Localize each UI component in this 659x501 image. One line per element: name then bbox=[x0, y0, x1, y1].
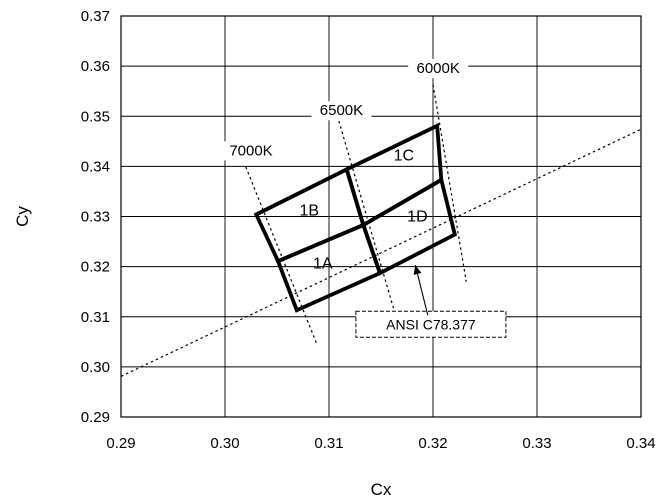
x-axis-title: Cx bbox=[371, 480, 392, 499]
bin-regions: 1A 1B 1C 1D bbox=[253, 122, 458, 313]
isotherm-label-background bbox=[408, 59, 469, 79]
isotherm-label: 7000K bbox=[229, 142, 272, 159]
bin-label: 1B bbox=[299, 202, 319, 219]
bin-label: 1C bbox=[394, 147, 414, 164]
isotherm-line-6000K bbox=[432, 84, 467, 282]
isotherm-label-background bbox=[311, 101, 372, 121]
bin-label: 1A bbox=[313, 256, 333, 273]
y-tick-label: 0.30 bbox=[81, 359, 110, 376]
y-tick-label: 0.33 bbox=[81, 209, 110, 226]
isotherm-label: 6500K bbox=[320, 102, 363, 119]
isotherm-line-6500K bbox=[336, 115, 398, 319]
bin-label: 1D bbox=[407, 209, 427, 226]
y-tick-label: 0.31 bbox=[81, 309, 110, 326]
x-tick-label: 0.30 bbox=[210, 435, 239, 452]
isotherm-line-7000K bbox=[245, 166, 318, 344]
x-tick-label: 0.34 bbox=[626, 435, 655, 452]
ansi-annotation: ANSI C78.377 bbox=[355, 264, 507, 338]
y-tick-label: 0.32 bbox=[81, 259, 110, 276]
ansi-arrow-head bbox=[413, 265, 422, 275]
ansi-label: ANSI C78.377 bbox=[386, 316, 476, 332]
planckian-locus-line bbox=[120, 128, 642, 377]
bin-region-1D bbox=[361, 176, 458, 276]
y-tick-label: 0.35 bbox=[81, 108, 110, 125]
plot-frame bbox=[120, 15, 642, 418]
ansi-label-box bbox=[355, 310, 507, 338]
y-tick-label: 0.34 bbox=[81, 158, 110, 175]
isotherm-label-background bbox=[221, 141, 281, 161]
y-axis-title: Cy bbox=[13, 206, 32, 227]
y-tick-label: 0.36 bbox=[81, 58, 110, 75]
isotherm-label: 6000K bbox=[417, 60, 460, 77]
x-tick-label: 0.29 bbox=[106, 435, 135, 452]
planckian-locus bbox=[120, 128, 642, 377]
x-tick-label: 0.31 bbox=[314, 435, 343, 452]
y-tick-label: 0.29 bbox=[81, 409, 110, 426]
y-axis-ticks: 0.29 0.30 0.31 0.32 0.33 0.34 0.35 0.36 0.37 bbox=[81, 8, 110, 426]
x-tick-label: 0.33 bbox=[522, 435, 551, 452]
x-tick-label: 0.32 bbox=[418, 435, 447, 452]
y-tick-label: 0.37 bbox=[81, 8, 110, 25]
isotherms: 7000K 6500K 6000K bbox=[221, 59, 469, 344]
x-axis-ticks: 0.29 0.30 0.31 0.32 0.33 0.34 bbox=[106, 435, 655, 452]
